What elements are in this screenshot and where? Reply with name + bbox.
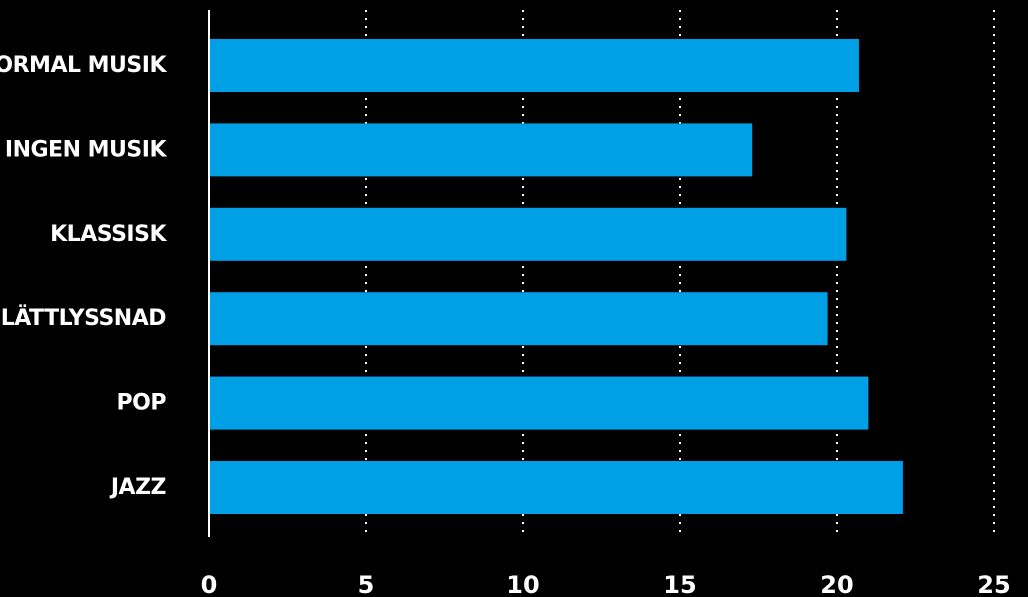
bar-ingen-musik <box>209 123 753 177</box>
x-tick-label: 25 <box>977 571 1010 597</box>
x-tick-label: 15 <box>663 571 696 597</box>
x-tick-label: 20 <box>820 571 853 597</box>
bar-klassisk <box>209 207 847 261</box>
category-label: JAZZ <box>109 475 166 500</box>
x-tick-label: 10 <box>506 571 539 597</box>
bar-lättlyssnad <box>209 292 828 346</box>
x-tick-label: 5 <box>358 571 375 597</box>
category-label: INGEN MUSIK <box>5 137 168 162</box>
category-label: KLASSISK <box>50 222 167 247</box>
bar-normal-musik <box>209 39 859 92</box>
category-label: LÄTTLYSSNAD <box>1 305 167 331</box>
bar-pop <box>209 376 869 430</box>
bar-jazz <box>209 461 903 514</box>
category-labels: NORMAL MUSIK INGEN MUSIK KLASSISK LÄTTLYSSN… <box>0 53 168 500</box>
bars <box>209 39 903 514</box>
x-tick-labels: 0 5 10 15 20 25 <box>201 571 1011 597</box>
category-label: POP <box>117 391 167 416</box>
x-tick-label: 0 <box>201 571 218 597</box>
category-label: NORMAL MUSIK <box>0 53 167 78</box>
